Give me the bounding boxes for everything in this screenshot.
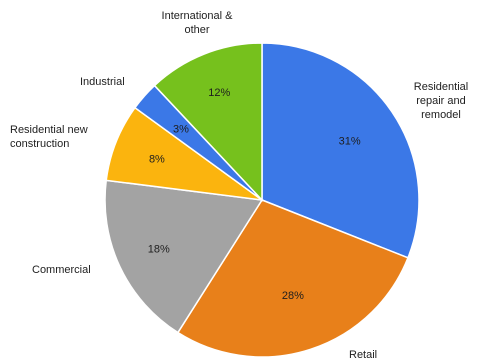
value-label-residential-repair-and-remodel: 31% [339, 135, 361, 147]
category-labels: Residential repair and remodel Retail Commer… [10, 10, 468, 361]
category-label-line: remodel [421, 109, 461, 121]
category-label-industrial: Industrial [80, 76, 125, 88]
category-label-international-other: International & other [162, 10, 234, 36]
pie-slice-retail [176, 199, 409, 358]
category-label-line: Retail [349, 349, 377, 361]
category-label-line: construction [10, 138, 69, 150]
category-label-line: other [184, 24, 209, 36]
pie-slices [104, 42, 420, 358]
category-label-line: Industrial [80, 76, 125, 88]
value-label-residential-new-construction: 8% [149, 153, 165, 165]
category-label-residential-repair-and-remodel: Residential repair and remodel [414, 81, 468, 121]
category-label-commercial: Commercial [32, 264, 91, 276]
value-labels: 31% 28% 18% 8% 3% 12% [148, 87, 361, 302]
category-label-retail: Retail [349, 349, 377, 361]
value-label-commercial: 18% [148, 244, 170, 256]
category-label-line: repair and [416, 95, 466, 107]
pie-slice-commercial [104, 179, 264, 334]
category-label-line: International & [162, 10, 234, 22]
category-label-line: Residential [414, 81, 468, 93]
category-label-residential-new-construction: Residential new construction [10, 124, 88, 150]
pie-slice-residential-repair-and-remodel [261, 42, 420, 259]
category-label-line: Commercial [32, 264, 91, 276]
value-label-international-other: 12% [208, 87, 230, 99]
value-label-industrial: 3% [173, 124, 189, 136]
category-label-line: Residential new [10, 124, 88, 136]
value-label-retail: 28% [282, 290, 304, 302]
pie-slice-international-other [153, 42, 263, 202]
